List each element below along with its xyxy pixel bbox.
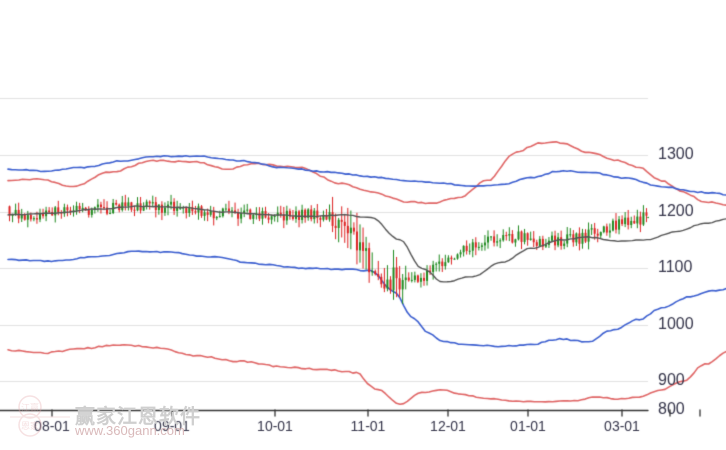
- chart-container: 纺织服装行业(858345)赢家极反通道 江赢 恩家 赢家江恩软件 www.36…: [0, 0, 726, 450]
- chart-canvas: [0, 0, 726, 450]
